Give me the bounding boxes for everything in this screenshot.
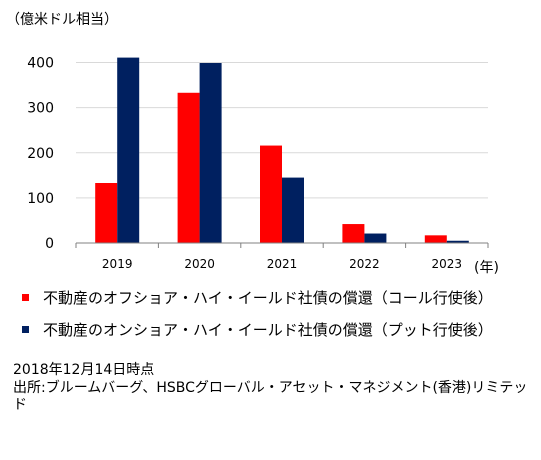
y-tick-label: 100 (27, 191, 54, 207)
bar-offshore-2021 (260, 145, 282, 243)
legend-item-onshore: 不動産のオンショア・ハイ・イールド社債の償還（プット行使後） (22, 321, 493, 339)
x-tick-label: 2021 (267, 257, 298, 271)
x-tick-label: 2022 (349, 257, 380, 271)
x-axis-ticks: 2019 2020 2021 2022 2023 (75, 243, 489, 271)
bar-offshore-2019 (95, 183, 118, 243)
x-tick-label: 2023 (432, 257, 463, 271)
legend-item-offshore: 不動産のオフショア・ハイ・イールド社債の償還（コール行使後） (22, 289, 493, 307)
y-tick-label: 200 (27, 146, 54, 162)
bar-onshore-2019 (117, 57, 140, 243)
bar-onshore-2022 (364, 233, 387, 243)
bar-offshore-2023 (424, 235, 447, 243)
y-tick-label: 300 (27, 101, 54, 117)
legend-label-offshore: 不動産のオフショア・ハイ・イールド社債の償還（コール行使後） (43, 289, 493, 307)
source-note: 出所:ブルームバーグ、HSBCグローバル・アセット・マネジメント(香港)リミテッ… (13, 380, 528, 413)
legend-label-onshore: 不動産のオンショア・ハイ・イールド社債の償還（プット行使後） (43, 321, 493, 339)
unit-label: （億米ドル相当） (6, 12, 118, 28)
date-note: 2018年12月14日時点 (13, 362, 155, 378)
x-tick-label: 2019 (102, 257, 133, 271)
bars (95, 57, 469, 243)
bar-onshore-2021 (282, 177, 304, 243)
x-axis-unit-label: (年) (474, 260, 499, 276)
x-tick-label: 2020 (184, 257, 215, 271)
y-tick-label: 0 (45, 236, 54, 252)
y-tick-label: 400 (27, 56, 54, 72)
bar-onshore-2020 (199, 63, 222, 243)
legend-marker-offshore (22, 294, 29, 301)
bar-offshore-2020 (177, 92, 200, 243)
y-axis-ticks: 0 100 200 300 400 (27, 56, 54, 252)
bar-onshore-2023 (446, 240, 469, 243)
legend-marker-onshore (22, 326, 29, 333)
bar-offshore-2022 (342, 224, 365, 243)
